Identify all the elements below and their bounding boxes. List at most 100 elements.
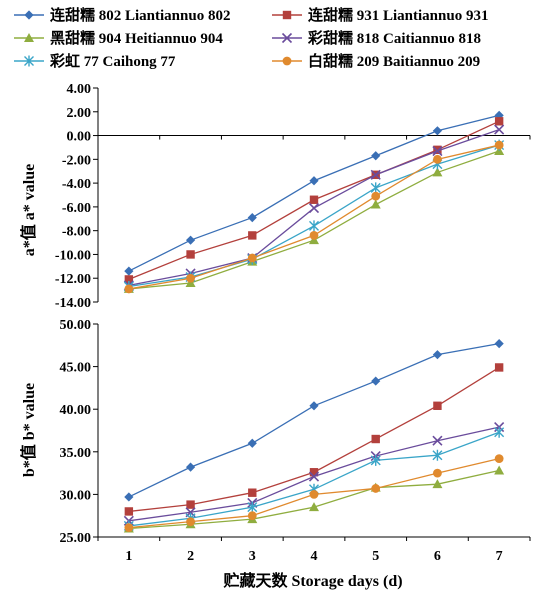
a-y-tick-label: -14.00 xyxy=(55,296,91,311)
b-series-6 xyxy=(124,454,504,533)
b-data-point xyxy=(371,484,381,493)
legend-marker xyxy=(281,32,293,44)
b-data-point xyxy=(309,468,319,477)
a-y-tick-label: -6.00 xyxy=(62,201,91,216)
a-y-tick-label: 4.00 xyxy=(67,82,92,97)
a-data-point xyxy=(370,169,381,180)
x-tick-label: 7 xyxy=(496,549,503,564)
a-data-point xyxy=(433,154,442,164)
b-data-point xyxy=(432,435,443,446)
a-data-point xyxy=(309,176,319,186)
a-y-axis-title: a*值 a* value xyxy=(19,164,38,256)
b-data-point xyxy=(185,462,196,472)
a-y-tick-label: -10.00 xyxy=(55,248,91,263)
x-tick-label: 1 xyxy=(125,549,132,564)
b-data-point xyxy=(433,468,442,478)
b-data-point xyxy=(494,454,504,464)
b-data-point xyxy=(494,465,505,475)
b-data-point xyxy=(186,517,195,527)
x-tick-label: 5 xyxy=(372,549,379,564)
legend-label: 彩甜糯 818 Caitiannuo 818 xyxy=(307,29,481,47)
a-series-5 xyxy=(123,139,505,293)
legend-marker xyxy=(24,33,34,42)
legend-label: 黑甜糯 904 Heitiannuo 904 xyxy=(50,29,223,47)
b-series-1 xyxy=(124,338,504,502)
b-data-point xyxy=(432,479,443,489)
b-value-panel: b*值 b* value 50.00 45.00 40.00 35.00 30.00 25… xyxy=(19,318,531,546)
a-series-6 xyxy=(124,140,504,294)
a-y-tick-label: -4.00 xyxy=(62,177,91,192)
a-data-point xyxy=(248,231,257,240)
a-data-point xyxy=(247,212,257,223)
b-y-tick-label: 50.00 xyxy=(60,318,92,333)
a-series-line xyxy=(128,150,500,290)
a-series-2 xyxy=(124,117,504,284)
b-data-point xyxy=(309,490,319,499)
a-data-point xyxy=(308,203,320,214)
x-axis: 1 2 3 4 5 6 7 xyxy=(125,549,502,564)
a-data-point xyxy=(309,231,319,240)
a-data-point xyxy=(494,110,504,120)
a-data-point xyxy=(432,167,443,177)
a-data-point xyxy=(494,117,504,126)
a-series-line xyxy=(128,144,500,290)
a-y-tick-label: -12.00 xyxy=(55,272,91,287)
b-series-line xyxy=(128,469,500,530)
b-data-point xyxy=(247,511,257,521)
legend-item: 白甜糯 209 Baitiannuo 209 xyxy=(272,52,480,70)
a-data-point xyxy=(124,266,134,276)
legend-marker xyxy=(24,55,34,67)
a-data-point xyxy=(494,124,505,135)
legend-item: 黑甜糯 904 Heitiannuo 904 xyxy=(14,29,223,47)
a-y-tick-label: 2.00 xyxy=(67,106,92,121)
b-data-point xyxy=(124,492,134,502)
a-data-point xyxy=(494,140,504,150)
b-series-2 xyxy=(124,363,504,516)
b-data-point xyxy=(308,471,320,482)
b-data-point xyxy=(494,426,505,438)
b-y-tick-label: 25.00 xyxy=(60,531,92,546)
a-data-point xyxy=(309,195,319,204)
legend-label: 白甜糯 209 Baitiannuo 209 xyxy=(308,52,480,70)
b-data-point xyxy=(309,502,319,512)
a-series-1 xyxy=(124,110,504,276)
b-y-axis-title: b*值 b* value xyxy=(19,383,38,477)
a-data-point xyxy=(370,182,381,194)
a-series-3 xyxy=(123,146,505,293)
legend-marker xyxy=(282,10,292,20)
b-data-point xyxy=(494,363,504,372)
legend-item: 彩甜糯 818 Caitiannuo 818 xyxy=(272,29,481,47)
a-data-point xyxy=(370,199,381,209)
b-data-point xyxy=(432,449,443,461)
a-data-point xyxy=(186,273,195,283)
a-y-tick-label: -2.00 xyxy=(62,153,91,168)
a-data-point xyxy=(186,250,195,259)
a-data-point xyxy=(124,284,134,294)
a-series-4 xyxy=(123,124,505,291)
b-data-point xyxy=(433,401,442,410)
a-series-line xyxy=(128,114,500,272)
a-series-line xyxy=(128,144,500,288)
b-data-point xyxy=(186,500,195,509)
x-tick-label: 6 xyxy=(434,549,441,564)
b-data-point xyxy=(494,338,504,349)
legend-label: 彩虹 77 Caihong 77 xyxy=(49,52,176,70)
b-y-tick-label: 35.00 xyxy=(60,446,92,461)
b-data-point xyxy=(371,376,381,386)
b-data-point xyxy=(248,488,257,497)
b-y-tick-label: 40.00 xyxy=(60,403,92,418)
legend-item: 连甜糯 931 Liantiannuo 931 xyxy=(272,6,488,24)
b-data-point xyxy=(432,350,443,360)
legend-marker xyxy=(282,56,292,66)
a-data-point xyxy=(309,220,319,232)
x-tick-label: 4 xyxy=(311,549,318,564)
a-data-point xyxy=(124,275,134,284)
legend-item: 连甜糯 802 Liantiannuo 802 xyxy=(14,6,230,24)
b-data-point xyxy=(247,438,257,448)
x-tick-label: 3 xyxy=(249,549,256,564)
legend-marker xyxy=(24,10,34,20)
b-series-5 xyxy=(123,426,505,532)
b-data-point xyxy=(371,434,380,444)
b-data-point xyxy=(309,401,319,411)
